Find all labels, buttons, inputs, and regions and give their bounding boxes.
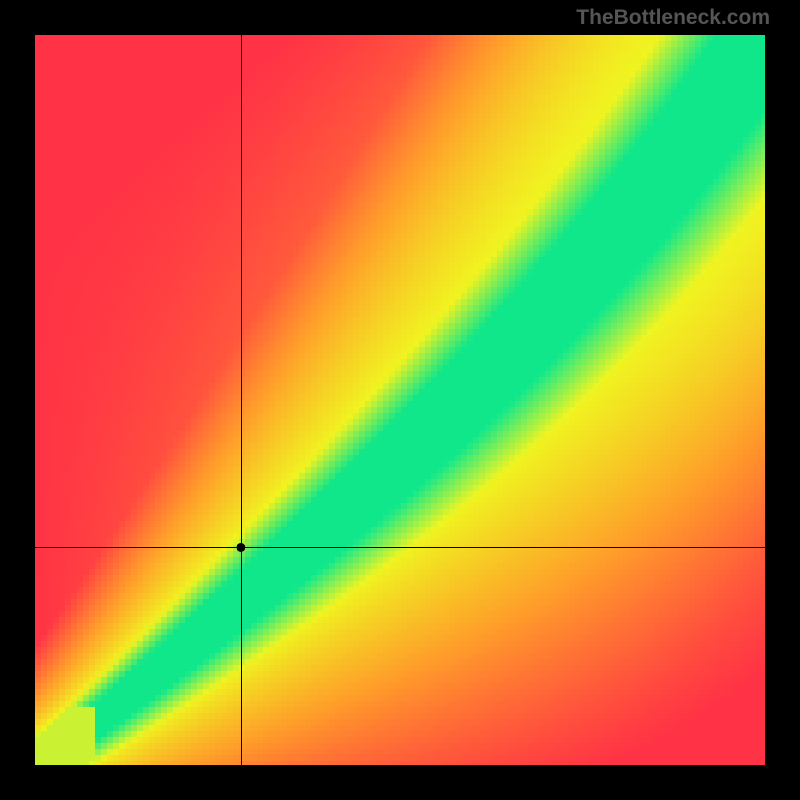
heatmap-canvas (35, 35, 765, 765)
watermark-text: TheBottleneck.com (576, 6, 770, 30)
heatmap-plot (35, 35, 765, 765)
